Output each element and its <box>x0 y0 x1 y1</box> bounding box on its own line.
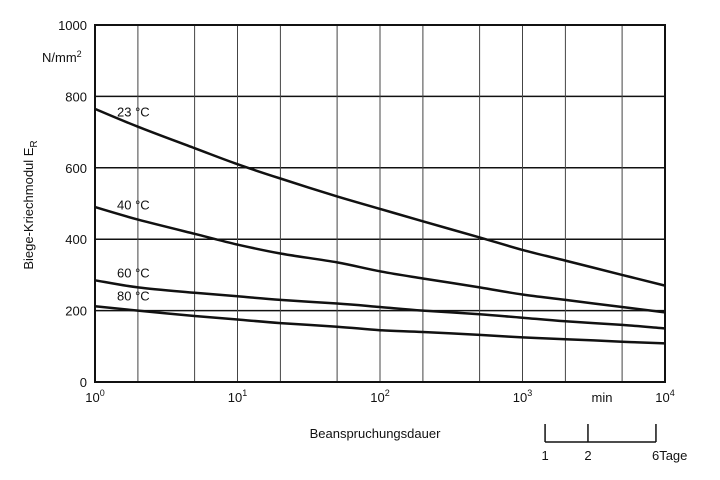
day-scale-label: 1 <box>541 448 548 463</box>
y-tick-label: 800 <box>65 89 87 104</box>
x-tick-label: 103 <box>513 388 532 405</box>
y-tick-labels: 0 200 400 600 800 1000 <box>58 18 87 390</box>
day-scale-label: 6Tage <box>652 448 687 463</box>
y-tick-label: 1000 <box>58 18 87 33</box>
series-line-1 <box>94 205 666 314</box>
y-tick-label: 400 <box>65 232 87 247</box>
x-axis-title: Beanspruchungsdauer <box>310 426 441 441</box>
x-axis-unit: min <box>592 390 613 405</box>
day-scale: 1 2 6Tage <box>541 424 687 463</box>
series-line-2 <box>94 279 666 330</box>
series-curves <box>94 107 666 345</box>
series-labels: 23 °C 40 °C 60 °C 80 °C <box>117 105 150 304</box>
series-line-3 <box>94 305 666 345</box>
y-tick-label: 0 <box>80 375 87 390</box>
y-tick-label: 200 <box>65 304 87 319</box>
series-label: 40 °C <box>117 198 150 213</box>
series-label: 23 °C <box>117 105 150 120</box>
x-tick-label: 102 <box>370 388 389 405</box>
x-tick-label: 104 <box>655 388 674 405</box>
x-tick-labels: 100 101 102 103 104 <box>85 388 674 405</box>
x-tick-label: 100 <box>85 388 104 405</box>
series-label: 80 °C <box>117 289 150 304</box>
series-label: 60 °C <box>117 265 150 280</box>
plot-frame <box>94 24 666 383</box>
x-tick-label: 101 <box>228 388 247 405</box>
y-axis-unit: N/mm2 <box>42 49 82 65</box>
series-line-0 <box>94 107 666 287</box>
grid <box>95 25 665 382</box>
day-scale-label: 2 <box>584 448 591 463</box>
y-axis-title: Biege-Kriechmodul ER <box>21 140 40 269</box>
y-tick-label: 600 <box>65 161 87 176</box>
